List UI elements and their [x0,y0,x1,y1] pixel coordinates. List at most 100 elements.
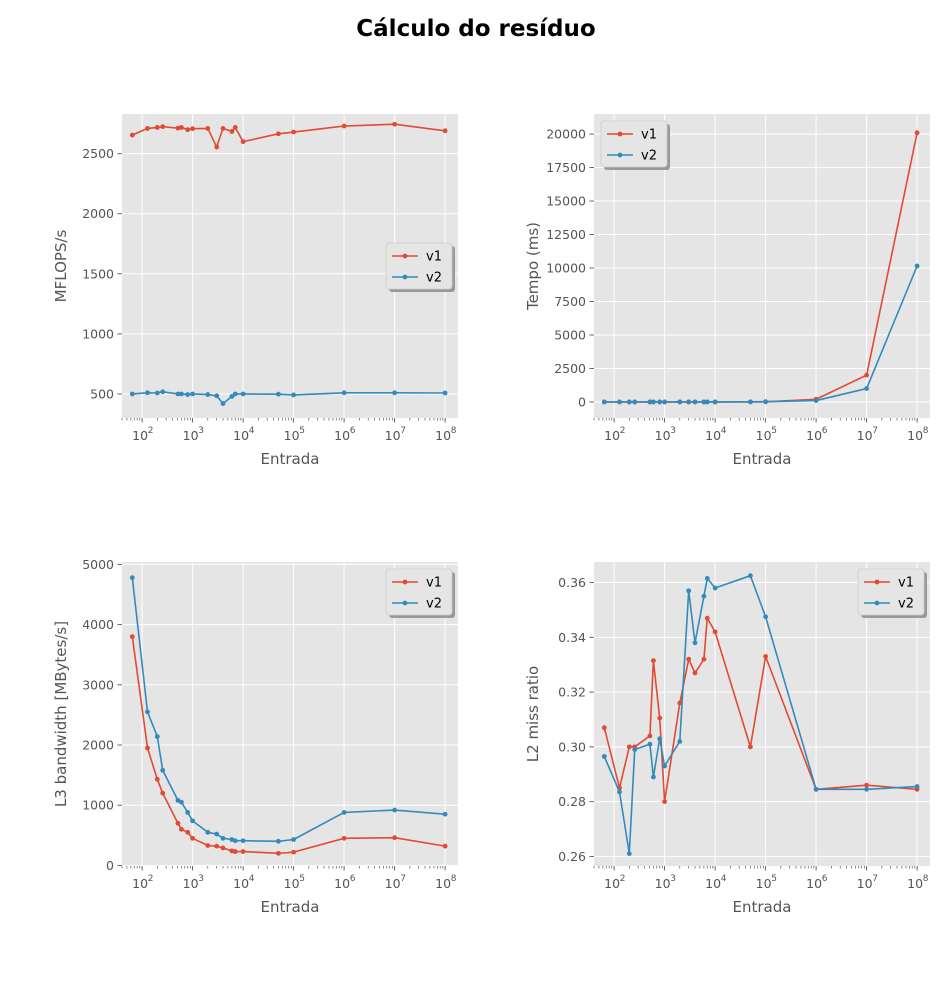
y-tick-label: 0 [578,394,586,409]
x-minor-ticks [121,418,444,421]
data-point-v2 [291,392,297,398]
data-point-v1 [392,835,398,841]
data-point-v1 [442,128,448,134]
data-point-v2 [240,391,246,397]
y-axis-label: Tempo (ms) [524,222,542,311]
x-axis-label: Entrada [733,898,792,916]
x-tick-label: 10 [183,428,199,443]
data-point-v1 [220,845,226,851]
data-point-v1 [129,132,135,138]
y-tick-label: 0.26 [558,849,586,864]
data-point-v1 [178,125,184,130]
data-point-v2 [190,391,195,397]
x-tick-exponent: 5 [771,874,777,884]
x-tick-exponent: 8 [923,874,929,884]
y-tick-label: 2000 [82,738,114,753]
data-point-v2 [692,640,698,646]
data-point-v2 [341,810,347,815]
data-point-v2 [178,799,184,805]
x-tick-exponent: 6 [822,874,828,884]
x-tick-exponent: 6 [350,426,356,436]
data-point-v2 [291,837,297,842]
data-point-v1 [686,656,692,662]
data-point-v2 [647,741,653,747]
data-point-v2 [392,807,398,813]
x-tick-exponent: 5 [299,874,305,884]
data-point-v2 [145,709,150,715]
data-point-v2 [864,786,870,792]
legend-label-v1: v1 [641,128,657,143]
y-tick-label: 0.28 [558,794,586,809]
x-tick-label: 10 [705,428,721,443]
data-point-v2 [601,399,607,405]
data-point-v1 [442,843,448,849]
y-tick-label: 15000 [546,194,586,209]
x-tick-exponent: 5 [299,426,305,436]
data-point-v2 [813,786,819,792]
data-point-v2 [747,399,753,405]
data-point-v2 [129,575,135,581]
chart-3: 10 2 10 3 10 4 10 5 10 6 10 7 10 80100020003000400050… [52,557,458,916]
y-axis-label: MFLOPS/s [52,230,70,303]
x-tick-label: 10 [284,876,300,891]
x-axis-label: Entrada [261,898,320,916]
x-minor-ticks [593,418,916,421]
data-point-v1 [704,615,710,621]
data-point-v2 [701,399,707,405]
legend-box [600,120,668,168]
legend-label-v2: v2 [426,597,442,612]
data-point-v1 [677,700,683,706]
data-point-v1 [154,125,160,130]
y-tick-label: 12500 [546,227,586,242]
x-tick-label: 10 [233,876,249,891]
data-point-v2 [626,399,632,405]
x-tick-label: 10 [334,428,350,443]
data-point-v1 [763,654,769,659]
data-point-v1 [626,744,632,750]
data-point-v2 [686,588,692,594]
data-point-v1 [185,127,191,133]
legend-marker-v1 [402,579,408,585]
x-tick-label: 10 [655,428,671,443]
data-point-v2 [626,851,632,857]
data-point-v1 [341,835,347,841]
data-point-v2 [232,838,238,844]
data-point-v1 [291,129,297,135]
x-tick-exponent: 6 [350,874,356,884]
data-point-v2 [392,390,398,396]
y-tick-label: 1500 [82,266,114,281]
data-point-v1 [214,843,220,849]
data-point-v1 [190,835,195,841]
legend-box [857,568,925,616]
x-tick-exponent: 2 [148,426,154,436]
y-tick-label: 20000 [546,127,586,142]
x-tick-exponent: 2 [620,874,626,884]
data-point-v2 [632,399,638,405]
data-point-v2 [341,390,347,396]
data-point-v2 [662,399,667,405]
data-point-v1 [864,372,870,378]
data-point-v1 [160,790,166,796]
data-point-v2 [763,399,769,405]
data-point-v2 [657,399,663,405]
legend-marker-v1 [402,253,408,259]
data-point-v2 [601,754,607,759]
data-point-v2 [160,389,166,395]
x-tick-exponent: 7 [872,874,878,884]
data-point-v1 [229,129,235,134]
data-point-v2 [220,401,226,406]
data-point-v1 [145,745,150,751]
x-tick-exponent: 3 [670,426,676,436]
data-point-v2 [178,391,184,397]
data-point-v2 [229,393,235,399]
y-tick-label: 1000 [82,326,114,341]
data-point-v2 [914,263,920,269]
y-tick-label: 4000 [82,617,114,632]
data-point-v2 [701,593,707,599]
x-tick-exponent: 7 [400,874,406,884]
legend-marker-v2 [402,274,408,280]
legend-marker-v2 [874,600,880,606]
